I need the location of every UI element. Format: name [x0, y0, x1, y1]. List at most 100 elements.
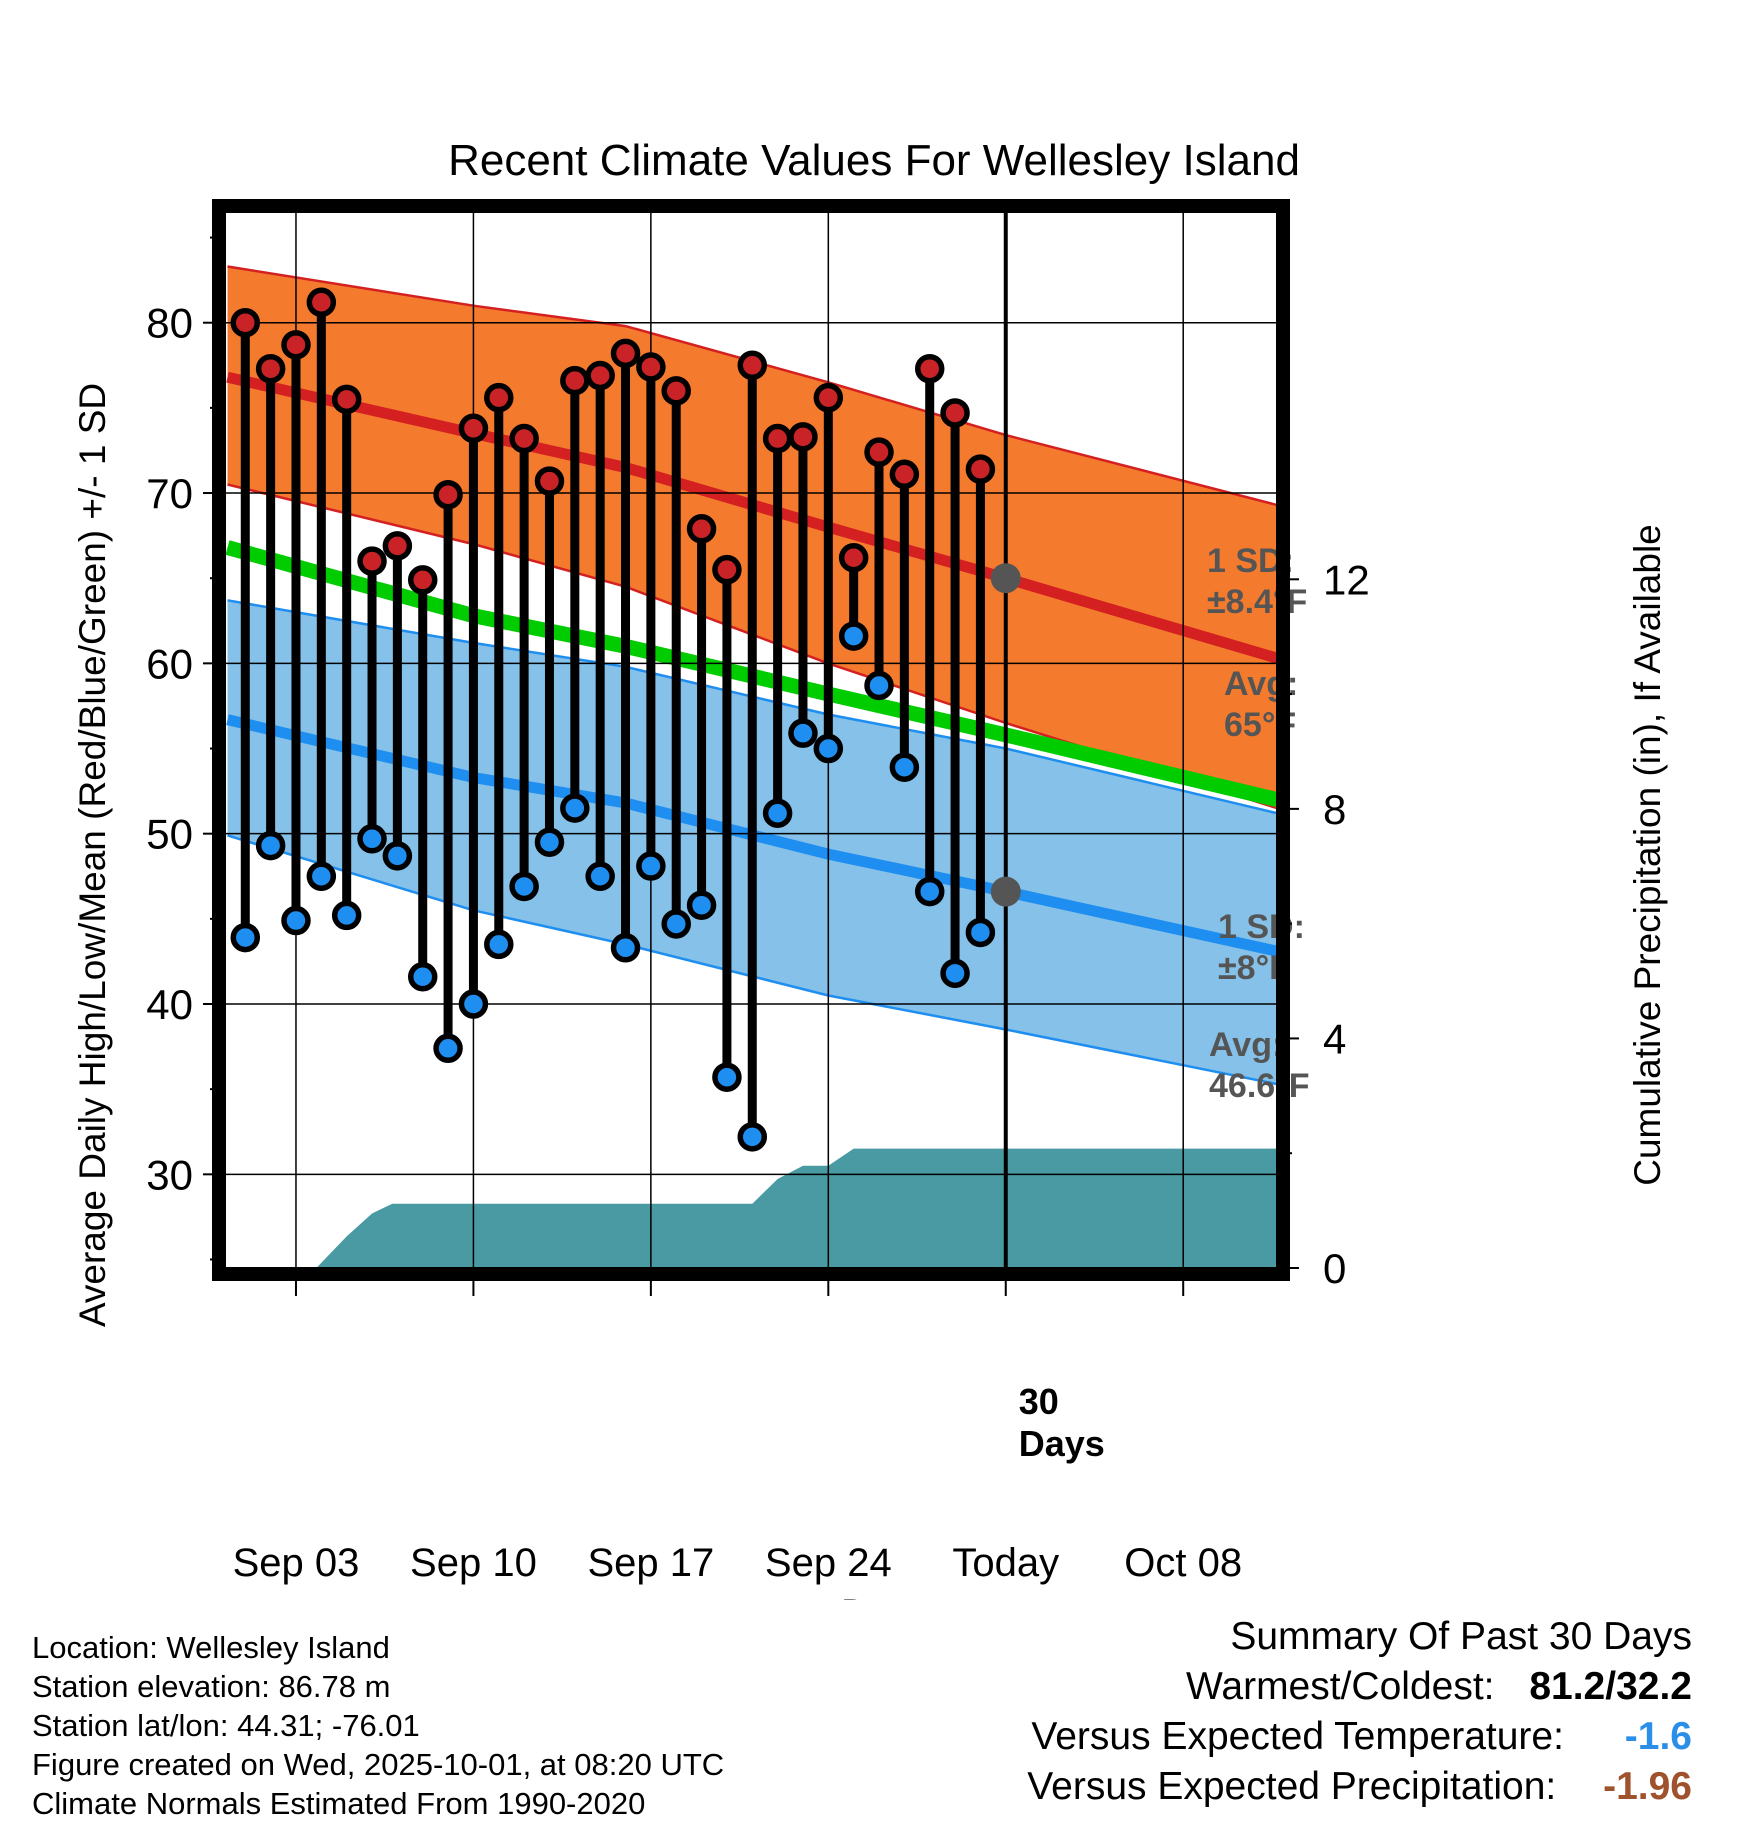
- high-sd-value: ±8.4°F: [1207, 583, 1307, 621]
- x-tick-label: Sep 24: [765, 1541, 892, 1585]
- high-sd-upper-edge: [227, 265, 1277, 507]
- daily-low-point: [585, 861, 615, 892]
- x-tick-label: Today: [952, 1541, 1059, 1585]
- daily-high-point: [357, 546, 387, 576]
- summary-panel: Summary Of Past 30 Days Warmest/Coldest:…: [1027, 1612, 1692, 1812]
- daily-high-point: [331, 384, 362, 415]
- warm-cold-label: Warmest/Coldest:: [1186, 1665, 1495, 1708]
- daily-high-point: [813, 382, 844, 413]
- daily-high-point: [737, 350, 768, 381]
- daily-low-point: [560, 793, 590, 823]
- y-tick-label: 70: [146, 470, 193, 517]
- daily-low-point: [737, 1122, 768, 1152]
- daily-low-point: [864, 670, 894, 701]
- low-avg-value: 46.6°F: [1209, 1067, 1310, 1105]
- daily-high-point: [433, 479, 463, 510]
- x-tick-label: Sep 10: [410, 1541, 537, 1585]
- daily-high-point: [914, 353, 945, 384]
- daily-high-point: [864, 437, 894, 467]
- daily-low-point: [306, 861, 337, 892]
- daily-high-point: [230, 307, 261, 338]
- daily-high-point: [585, 360, 615, 391]
- y-tick-label: 40: [146, 981, 193, 1028]
- precipitation-area: [227, 1148, 1277, 1268]
- chart-title: Recent Climate Values For Wellesley Isla…: [448, 136, 1300, 185]
- plot-contents: [225, 212, 1277, 1268]
- summary-temp-row: Versus Expected Temperature: -1.6: [1027, 1712, 1692, 1762]
- daily-low-point: [712, 1062, 742, 1092]
- climate-chart: Recent Climate Values For Wellesley Isla…: [72, 136, 1668, 1600]
- daily-low-point: [357, 824, 387, 854]
- daily-high-point: [509, 423, 539, 454]
- daily-low-point: [610, 933, 641, 963]
- daily-high-point: [610, 338, 641, 369]
- daily-high-point: [889, 459, 920, 490]
- low-avg-label: Avg:: [1209, 1026, 1283, 1064]
- daily-low-point: [509, 871, 539, 902]
- normals-text: Climate Normals Estimated From 1990-2020: [32, 1786, 646, 1821]
- summary-title: Summary Of Past 30 Days: [1230, 1615, 1692, 1658]
- daily-high-point: [712, 554, 742, 585]
- x-tick-label: Sep 17: [587, 1541, 714, 1585]
- x-axis-label: Day: [841, 1592, 907, 1600]
- low-avg-marker: [990, 876, 1021, 907]
- y-axis-label: Average Daily High/Low/Mean (Red/Blue/Gr…: [72, 383, 113, 1327]
- precip-value: -1.96: [1603, 1765, 1692, 1808]
- warm-cold-value: 81.2/32.2: [1529, 1665, 1692, 1708]
- daily-low-point: [914, 876, 945, 907]
- summary-precip-row: Versus Expected Precipitation: -1.96: [1027, 1762, 1692, 1812]
- temp-value: -1.6: [1624, 1715, 1692, 1758]
- temp-label: Versus Expected Temperature:: [1031, 1715, 1564, 1758]
- daily-high-point: [534, 466, 565, 496]
- daily-high-point: [484, 382, 514, 413]
- daily-low-point: [230, 922, 261, 953]
- daily-low-point: [661, 909, 691, 939]
- y-tick-label: 60: [146, 640, 193, 687]
- daily-low-point: [762, 798, 793, 828]
- daily-low-point: [813, 733, 844, 764]
- x-tick-label: Sep 03: [233, 1541, 360, 1585]
- y2-tick-label: 8: [1323, 786, 1346, 833]
- created-text: Figure created on Wed, 2025-10-01, at 08…: [32, 1747, 725, 1782]
- y2-tick-label: 0: [1323, 1245, 1346, 1292]
- daily-low-point: [889, 752, 920, 783]
- daily-high-point: [686, 514, 717, 544]
- elevation-text: Station elevation: 86.78 m: [32, 1669, 391, 1704]
- y-tick-label: 80: [146, 300, 193, 347]
- daily-low-point: [331, 900, 362, 931]
- daily-low-point: [686, 890, 717, 920]
- daily-high-point: [940, 398, 970, 428]
- daily-high-point: [382, 531, 413, 561]
- days-word-label: Days: [1019, 1423, 1105, 1464]
- daily-high-point: [965, 454, 996, 484]
- daily-low-point: [788, 718, 818, 748]
- y2-tick-label: 12: [1323, 556, 1370, 603]
- daily-low-point: [433, 1033, 463, 1064]
- high-avg-marker: [990, 563, 1021, 594]
- daily-high-point: [255, 353, 286, 384]
- daily-low-point: [255, 830, 286, 861]
- daily-low-point: [838, 621, 869, 651]
- location-text: Location: Wellesley Island: [32, 1630, 390, 1665]
- daily-high-point: [661, 376, 691, 406]
- daily-low-point: [458, 989, 489, 1019]
- daily-high-point: [407, 565, 438, 595]
- y-tick-label: 30: [146, 1151, 193, 1198]
- y2-tick-label: 4: [1323, 1015, 1346, 1062]
- daily-high-point: [560, 365, 590, 396]
- high-normal-line: [226, 371, 1277, 664]
- daily-low-point: [484, 929, 514, 960]
- daily-high-point: [838, 543, 869, 573]
- daily-low-point: [636, 851, 666, 881]
- summary-warm-cold-row: Warmest/Coldest: 81.2/32.2: [1027, 1662, 1692, 1712]
- y2-axis-label: Cumulative Precipitation (in), If Availa…: [1627, 524, 1668, 1186]
- y-tick-label: 50: [146, 811, 193, 858]
- daily-low-point: [407, 961, 438, 992]
- daily-high-point: [306, 287, 337, 318]
- daily-low-point: [965, 917, 996, 948]
- daily-low-point: [940, 958, 970, 989]
- daily-high-point: [458, 413, 489, 444]
- daily-low-point: [534, 827, 565, 857]
- daily-high-point: [636, 352, 666, 382]
